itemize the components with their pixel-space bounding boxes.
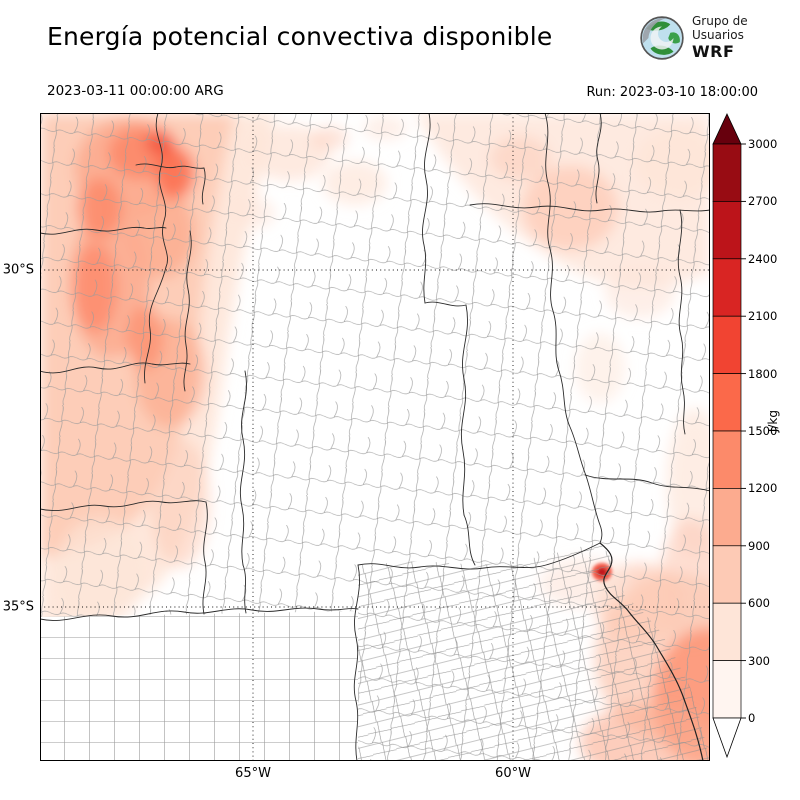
colorbar-segment <box>712 315 742 374</box>
lat-label-30s: 30°S <box>2 262 34 278</box>
colorbar-tick-label: 600 <box>748 596 770 610</box>
buenos-aires-partidos-mesh <box>358 543 710 761</box>
map-frame <box>40 113 710 761</box>
colorbar-tick-label: 300 <box>748 654 770 668</box>
colorbar-segment <box>712 201 742 260</box>
coastline <box>599 542 704 762</box>
colorbar-tick-label: 2400 <box>748 252 778 266</box>
colorbar-tick-label: 2100 <box>748 309 778 323</box>
colorbar-segment <box>712 660 742 719</box>
logo-line-2: Usuarios <box>692 27 744 42</box>
lon-label-65w: 65°W <box>235 766 271 781</box>
colorbar-under-arrow <box>712 717 742 759</box>
logo-line-3: WRF <box>692 41 735 61</box>
map-canvas <box>39 112 763 783</box>
colorbar-segment <box>712 373 742 432</box>
page-title: Energía potencial convectiva disponible <box>47 22 553 51</box>
logo-text: Grupo de Usuarios WRF <box>692 14 748 61</box>
lon-label-60w: 60°W <box>495 766 531 781</box>
colorbar-tick-label: 2700 <box>748 194 778 208</box>
colorbar-tick-label: 3000 <box>748 137 778 151</box>
globe-icon <box>640 16 684 60</box>
la-pampa-mesh <box>40 611 358 761</box>
lat-label-35s: 35°S <box>2 599 34 615</box>
province-boundaries <box>39 112 711 762</box>
colorbar-tick-label: 900 <box>748 539 770 553</box>
colorbar-segment <box>712 258 742 317</box>
colorbar <box>712 113 746 759</box>
colorbar-segment <box>712 143 742 202</box>
colorbar-segment <box>712 545 742 604</box>
colorbar-over-arrow <box>712 113 742 145</box>
colorbar-unit-label: J/kg <box>766 410 780 433</box>
run-time: Run: 2023-03-10 18:00:00 <box>586 85 758 100</box>
colorbar-tick-label: 1200 <box>748 481 778 495</box>
valid-time: 2023-03-11 00:00:00 ARG <box>47 83 224 99</box>
colorbar-tick-label: 1800 <box>748 367 778 381</box>
colorbar-segment <box>712 488 742 547</box>
graticule <box>40 113 710 761</box>
colorbar-tick-label: 1500 <box>748 424 778 438</box>
colorbar-ticks <box>741 143 746 719</box>
colorbar-segment <box>712 430 742 489</box>
map-svg <box>39 112 763 783</box>
wrf-logo: Grupo de Usuarios WRF <box>638 14 748 62</box>
colorbar-tick-label: 0 <box>748 711 756 725</box>
logo-line-1: Grupo de <box>692 14 748 28</box>
colorbar-segment <box>712 602 742 661</box>
